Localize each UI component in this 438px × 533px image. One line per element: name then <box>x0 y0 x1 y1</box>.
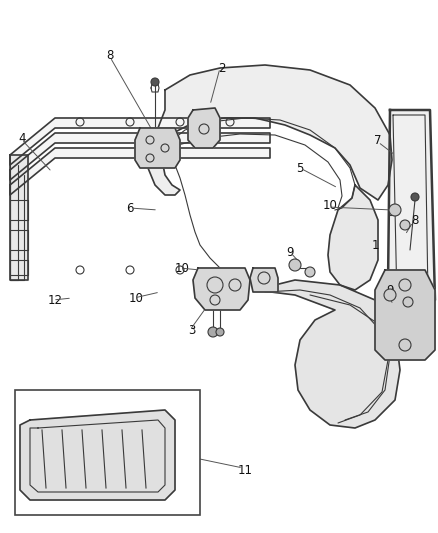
Circle shape <box>208 327 218 337</box>
Polygon shape <box>374 270 434 360</box>
Polygon shape <box>20 410 175 500</box>
Polygon shape <box>10 133 269 180</box>
Circle shape <box>388 204 400 216</box>
Circle shape <box>383 289 395 301</box>
Text: 7: 7 <box>374 133 381 147</box>
Text: 9: 9 <box>286 246 293 259</box>
Polygon shape <box>249 268 277 292</box>
Circle shape <box>402 297 412 307</box>
Polygon shape <box>254 280 399 428</box>
Text: 11: 11 <box>237 464 252 477</box>
Text: 1: 1 <box>371 238 378 252</box>
Text: 8: 8 <box>410 214 418 227</box>
Text: 10: 10 <box>174 262 189 274</box>
Polygon shape <box>148 65 391 200</box>
Polygon shape <box>10 148 269 195</box>
Polygon shape <box>193 268 249 310</box>
Text: 12: 12 <box>47 294 62 306</box>
Polygon shape <box>10 118 269 165</box>
Text: 5: 5 <box>296 161 303 174</box>
Circle shape <box>410 193 418 201</box>
Polygon shape <box>10 155 28 280</box>
Text: 2: 2 <box>218 61 225 75</box>
Circle shape <box>399 220 409 230</box>
Polygon shape <box>387 110 434 310</box>
Text: 6: 6 <box>126 201 134 214</box>
Circle shape <box>151 78 159 86</box>
Polygon shape <box>327 185 377 290</box>
Text: 10: 10 <box>322 198 337 212</box>
Circle shape <box>215 328 223 336</box>
Text: 8: 8 <box>106 49 113 61</box>
Circle shape <box>288 259 300 271</box>
Polygon shape <box>187 108 219 148</box>
Polygon shape <box>135 128 180 168</box>
Bar <box>15 390 200 515</box>
Text: 10: 10 <box>128 292 143 304</box>
Text: 13: 13 <box>255 276 270 288</box>
Text: 3: 3 <box>188 324 195 336</box>
Circle shape <box>19 430 29 440</box>
Text: 9: 9 <box>385 284 393 296</box>
Circle shape <box>304 267 314 277</box>
Circle shape <box>19 483 29 493</box>
Text: 4: 4 <box>18 132 26 144</box>
